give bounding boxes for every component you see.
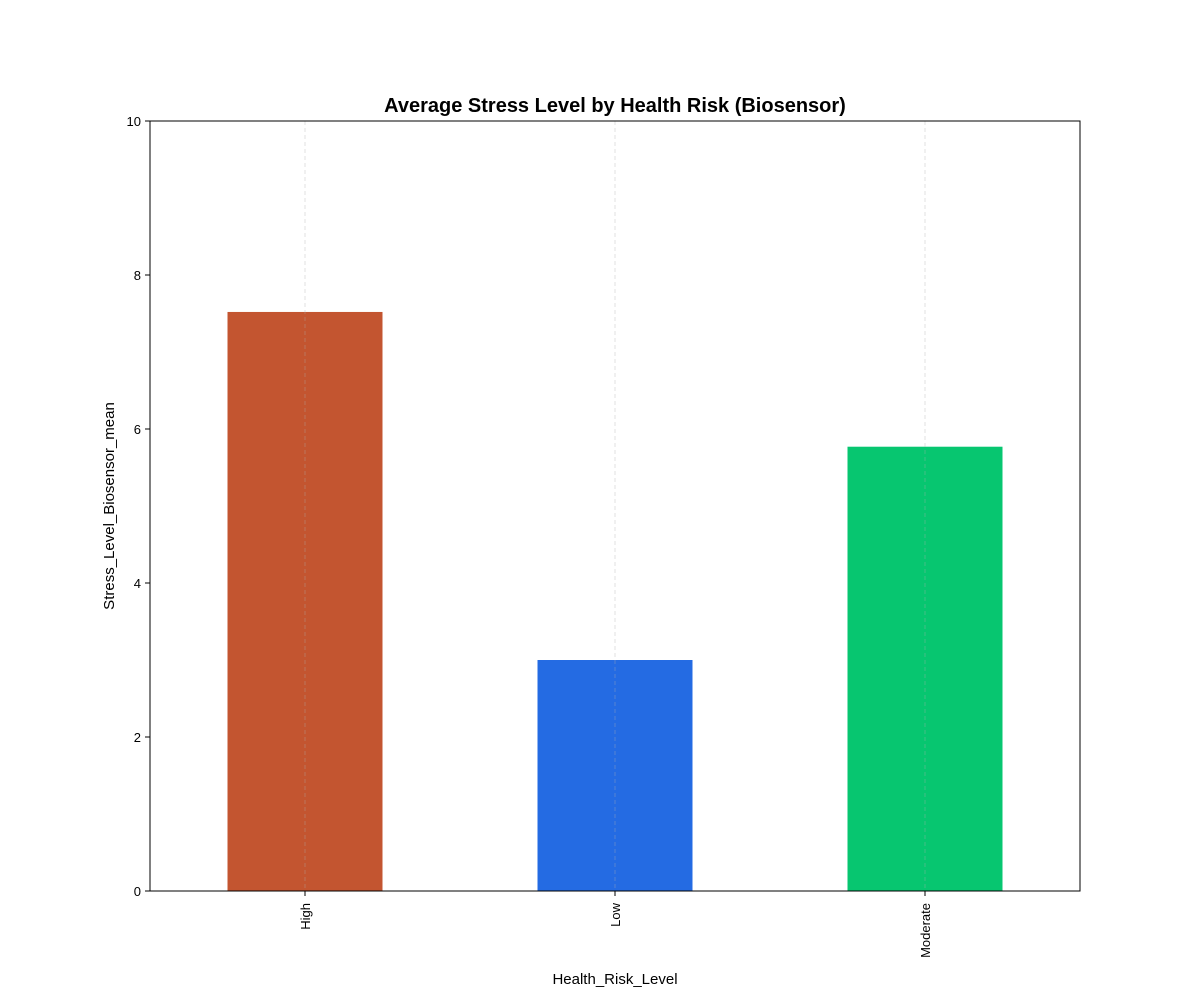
chart-title: Average Stress Level by Health Risk (Bio… <box>384 95 846 117</box>
y-tick-label: 2 <box>134 730 141 745</box>
y-tick-label: 0 <box>134 884 141 899</box>
y-tick-label: 6 <box>134 422 141 437</box>
bar-low <box>537 660 693 891</box>
y-tick-label: 8 <box>134 268 141 283</box>
x-tick-label: Moderate <box>918 903 933 958</box>
grid-lines-front <box>304 121 926 891</box>
bar-high <box>227 311 383 892</box>
y-axis-label: Stress_Level_Biosensor_mean <box>101 402 118 610</box>
x-tick-label: High <box>298 903 313 930</box>
bars <box>227 311 1003 892</box>
y-axis-ticks: 0 2 4 6 8 10 <box>127 114 150 899</box>
x-axis-ticks: High Low Moderate <box>298 891 933 958</box>
y-tick-label: 4 <box>134 576 141 591</box>
bar-moderate <box>847 446 1003 891</box>
y-tick-label: 10 <box>127 114 141 129</box>
x-axis-label: Health_Risk_Level <box>552 971 677 988</box>
x-tick-label: Low <box>608 902 623 926</box>
